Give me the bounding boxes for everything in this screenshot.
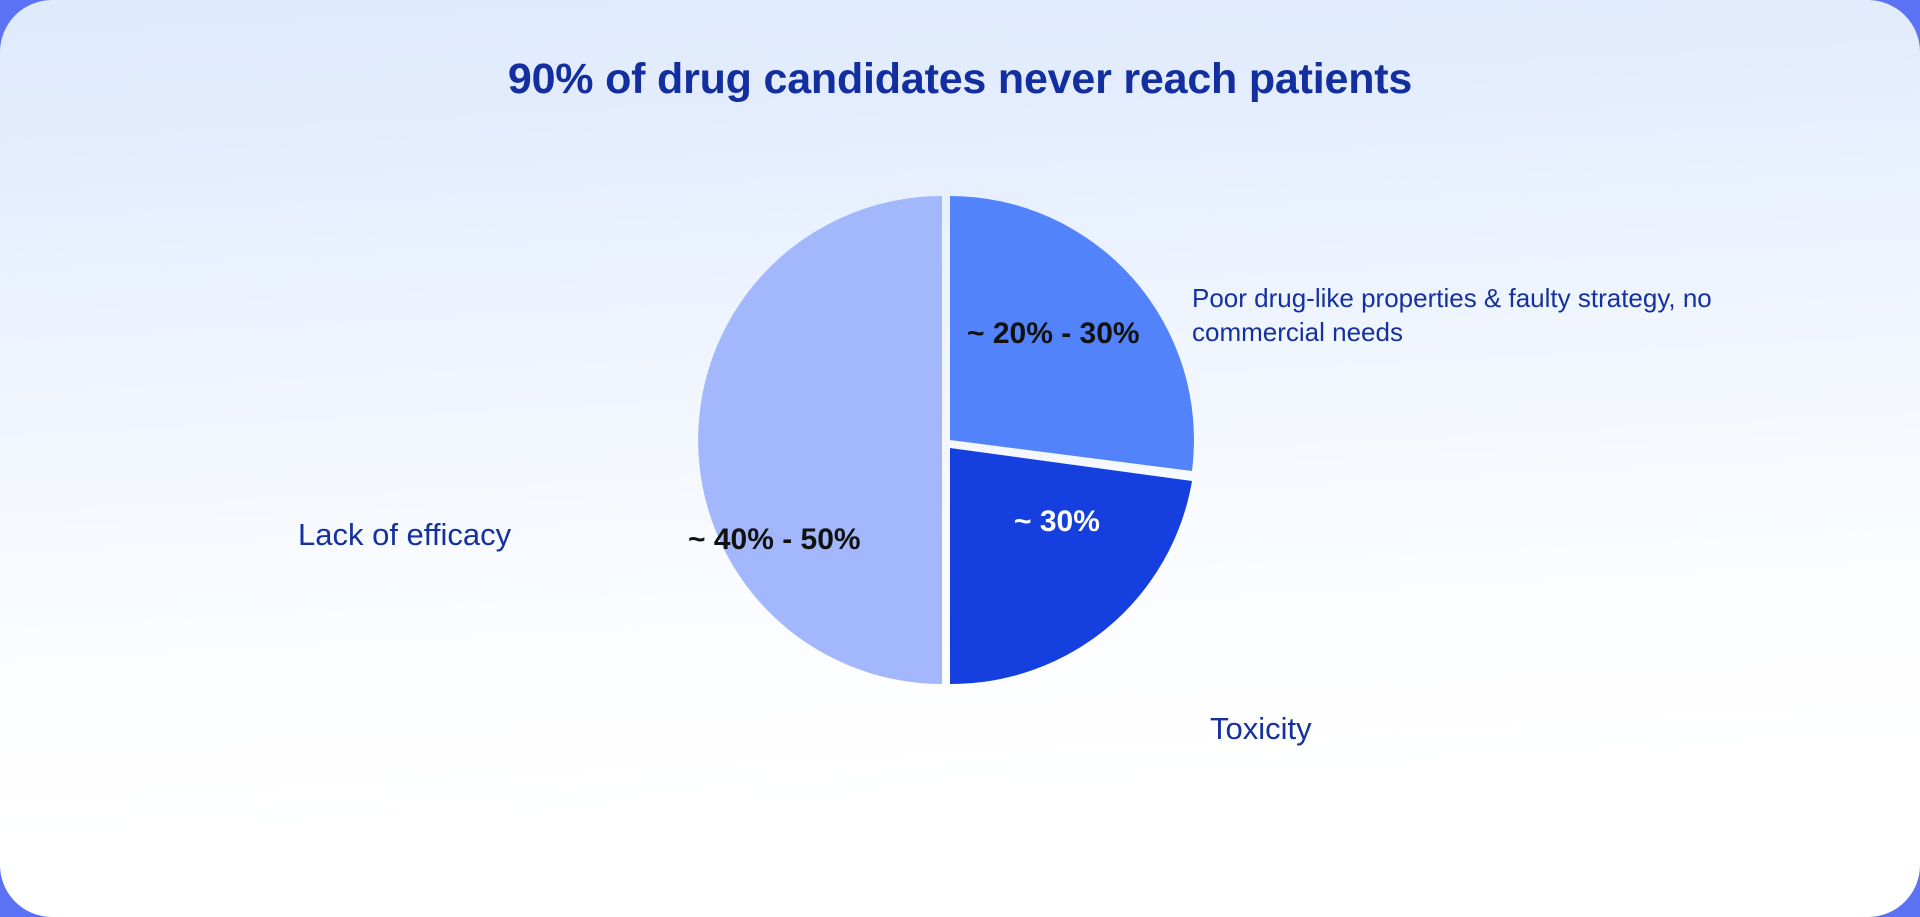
pie-slice-lack-of-efficacy[interactable] <box>698 196 942 684</box>
pie-slice-toxicity[interactable] <box>950 448 1192 685</box>
pie-label-poor-properties-value: ~ 20% - 30% <box>967 317 1140 350</box>
pie-slice-poor-drug-like-properties[interactable] <box>950 196 1194 471</box>
page-title: 90% of drug candidates never reach patie… <box>507 55 1413 103</box>
pie-label-lack-of-efficacy-value: ~ 40% - 50% <box>688 523 861 556</box>
pie-callout-poor-drug-like-properties: Poor drug-like properties & faulty strat… <box>1192 283 1712 348</box>
pie-callout-lack-of-efficacy: Lack of efficacy <box>298 517 512 552</box>
pie-callout-toxicity: Toxicity <box>1210 711 1312 746</box>
pie-label-toxicity-value: ~ 30% <box>1014 505 1100 538</box>
